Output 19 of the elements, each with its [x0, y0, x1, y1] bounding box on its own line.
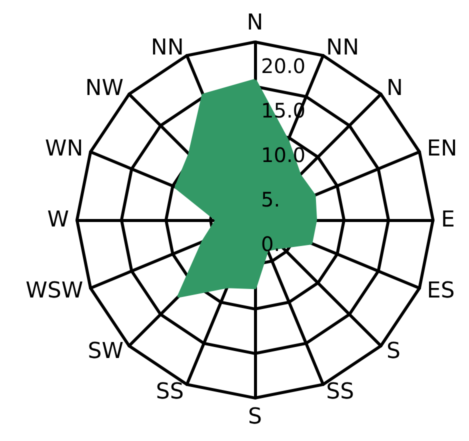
- y-tick-label: 5.: [261, 188, 280, 212]
- y-tick-label: 0.: [261, 232, 280, 256]
- spoke-label: SS: [326, 379, 354, 404]
- spoke-label: S: [386, 339, 400, 364]
- spoke-label: NN: [326, 36, 360, 61]
- spoke-label: SW: [88, 339, 124, 364]
- spoke-label: NW: [85, 76, 124, 101]
- spoke-label: S: [248, 404, 262, 430]
- spoke-label: EN: [426, 136, 458, 162]
- spoke-label: NN: [150, 36, 184, 61]
- spoke-label: WSW: [26, 278, 84, 304]
- spoke-label: W: [47, 208, 70, 232]
- spoke-label: E: [441, 208, 455, 232]
- spoke-label: N: [246, 10, 264, 36]
- spoke-label: SS: [156, 379, 184, 404]
- spoke-label: N: [386, 76, 403, 101]
- spoke-label: WN: [44, 136, 84, 162]
- spoke-label: ES: [426, 278, 455, 304]
- y-tick-label: 20.0: [261, 54, 306, 78]
